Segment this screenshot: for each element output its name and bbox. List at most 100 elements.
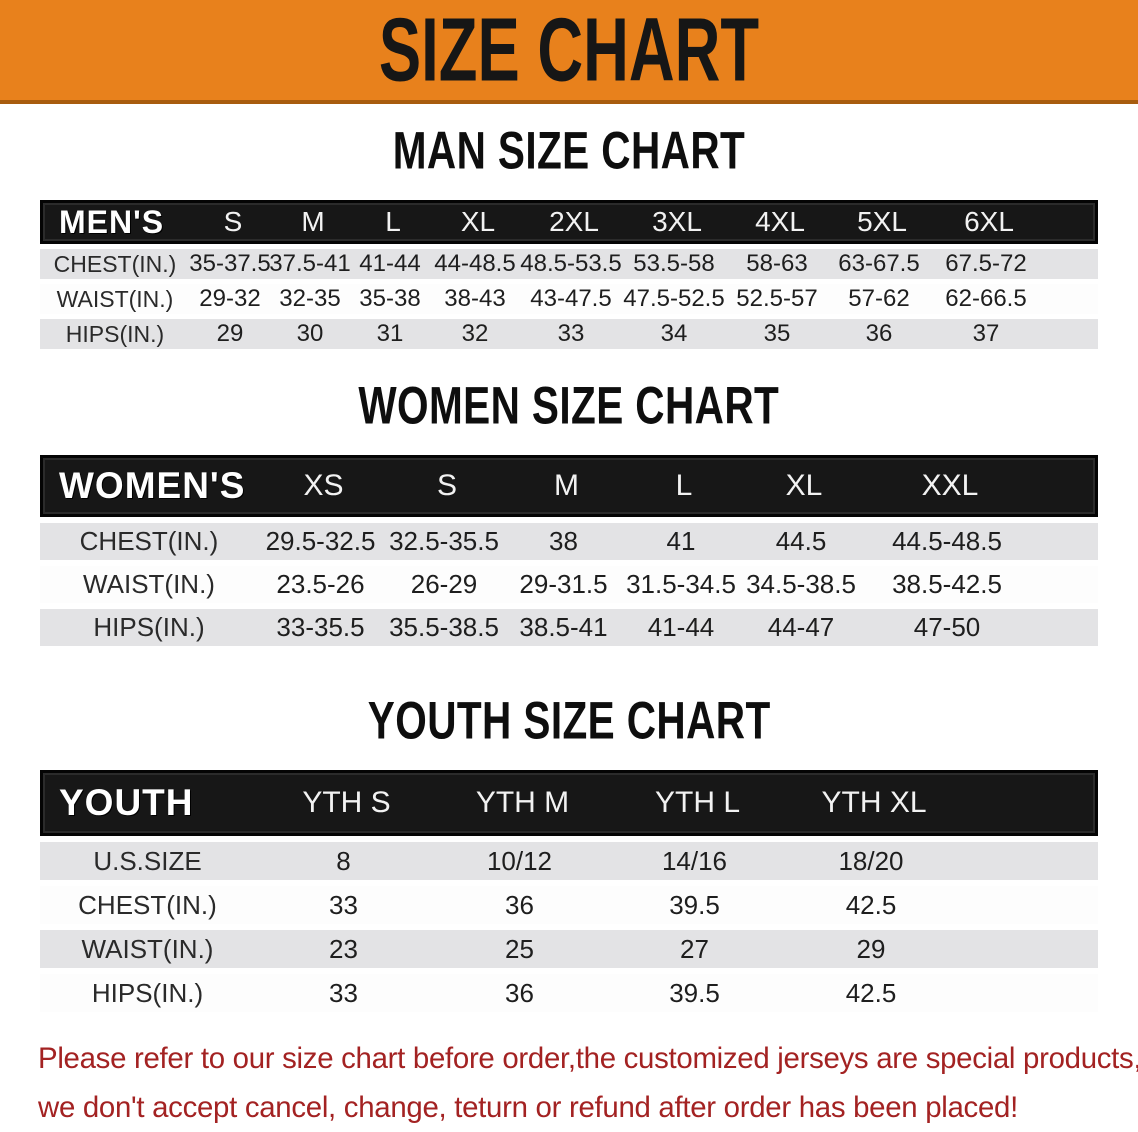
size-cell: 43-47.5 [530,285,612,312]
row-spacer [1042,249,1098,279]
size-column-header: YTH M [475,786,570,819]
size-cell: 44-47 [767,612,835,642]
size-cell: 32-35 [279,285,341,312]
size-cell: 39.5 [669,977,720,1008]
disclaimer: Please refer to our size chart before or… [0,1034,1138,1132]
row-label: CHEST(IN.) [79,526,219,556]
size-cell: 41-44 [647,612,715,642]
size-column-header: 6XL [964,206,1014,237]
size-cell: 14/16 [661,845,728,876]
size-cell: 63-67.5 [838,250,920,277]
size-cell: 57-62 [848,285,910,312]
size-cell: 35-37.5 [189,250,271,277]
size-cell: 26-29 [410,569,478,599]
row-label: HIPS(IN.) [65,320,165,347]
size-cell: 58-63 [746,250,808,277]
disclaimer-line-2: we don't accept cancel, change, teturn o… [38,1091,1018,1124]
mens-section-heading: MAN SIZE CHART [0,124,1138,177]
size-column-header: L [385,206,401,237]
row-spacer [1042,319,1098,349]
size-cell: 47.5-52.5 [623,285,725,312]
row-label: HIPS(IN.) [93,612,205,642]
youth-section-heading: YOUTH SIZE CHART [0,691,1138,751]
row-spacer [1032,609,1098,646]
youth-table-header: YOUTH YTH S YTH M YTH L YTH XL [40,770,1098,836]
row-label: U.S.SIZE [93,845,202,876]
size-column-header: XL [785,469,823,502]
size-cell: 29-32 [199,285,261,312]
size-column-header: S [436,469,457,502]
size-cell: 41 [666,526,696,556]
row-label: WAIST(IN.) [56,285,174,312]
row-label: CHEST(IN.) [53,250,177,277]
size-cell: 23.5-26 [276,569,365,599]
size-cell: 36 [505,977,534,1008]
size-column-header: YTH L [654,786,741,819]
banner-title: SIZE CHART [378,0,760,100]
size-cell: 23 [329,933,358,964]
size-cell: 33-35.5 [276,612,365,642]
womens-table-row: HIPS(IN.) 33-35.5 35.5-38.5 38.5-41 41-44 44-… [40,609,1098,646]
size-cell: 35-38 [359,285,421,312]
size-chart-banner: SIZE CHART [0,0,1138,104]
youth-size-section: YOUTH SIZE CHART YOUTH YTH S YTH M YTH L YTH… [0,691,1138,1012]
row-label: HIPS(IN.) [91,977,204,1008]
size-cell: 8 [336,845,351,876]
size-column-header: L [675,469,693,502]
size-cell: 33 [329,977,358,1008]
size-cell: 41-44 [359,250,421,277]
row-label: WAIST(IN.) [83,569,215,599]
header-spacer [1045,203,1095,241]
size-cell: 48.5-53.5 [520,250,622,277]
womens-size-table: WOMEN'S XS S M L XL XXL CHEST(IN.) 29.5-32.5 32.5… [40,455,1098,646]
womens-header-label: WOMEN'S [59,465,246,506]
youth-table-row: U.S.SIZE 8 10/12 14/16 18/20 [40,842,1098,880]
size-cell: 62-66.5 [945,285,1027,312]
mens-size-section: MAN SIZE CHART MEN'S S M L XL 2XL 3XL 4XL 5XL 6XL… [0,124,1138,349]
row-spacer [960,930,1098,968]
youth-table-row: HIPS(IN.) 33 36 39.5 42.5 [40,974,1098,1012]
size-cell: 29 [216,320,244,347]
size-column-header: 4XL [755,206,805,237]
youth-table-row: CHEST(IN.) 33 36 39.5 42.5 [40,886,1098,924]
mens-table-row: CHEST(IN.) 35-37.5 37.5-41 41-44 44-48.5 48.5… [40,249,1098,279]
size-cell: 18/20 [838,845,904,876]
size-cell: 42.5 [845,889,897,920]
size-cell: 53.5-58 [633,250,715,277]
size-cell: 30 [296,320,324,347]
size-cell: 35 [763,320,791,347]
size-column-header: 2XL [549,206,599,237]
size-cell: 44-48.5 [434,250,516,277]
size-cell: 25 [505,933,534,964]
size-cell: 33 [329,889,358,920]
size-cell: 31.5-34.5 [626,569,736,599]
header-spacer [963,773,1095,833]
youth-heading-text: YOUTH SIZE CHART [367,691,771,751]
size-cell: 47-50 [913,612,981,642]
size-cell: 42.5 [845,977,897,1008]
size-cell: 31 [376,320,404,347]
size-cell: 37 [972,320,1000,347]
size-column-header: XS [303,469,344,502]
size-cell: 34.5-38.5 [746,569,856,599]
row-spacer [1042,284,1098,314]
womens-size-section: WOMEN SIZE CHART WOMEN'S XS S M L XL XXL CHEST(… [0,376,1138,646]
youth-size-table: YOUTH YTH S YTH M YTH L YTH XL U.S.SIZE 8 10/12… [40,770,1098,1012]
size-cell: 32 [461,320,489,347]
size-cell: 29-31.5 [519,569,608,599]
size-column-header: 3XL [652,206,702,237]
size-cell: 29.5-32.5 [265,526,376,556]
size-cell: 36 [865,320,893,347]
womens-heading-text: WOMEN SIZE CHART [358,376,780,436]
row-label: CHEST(IN.) [78,889,217,920]
row-spacer [960,842,1098,880]
mens-header-label: MEN'S [59,203,165,240]
mens-size-table: MEN'S S M L XL 2XL 3XL 4XL 5XL 6XL CHEST(IN.) 35-37… [40,200,1098,349]
size-column-header: XXL [921,469,979,502]
size-cell: 44.5-48.5 [892,526,1002,556]
size-column-header: M [301,206,325,237]
size-cell: 38.5-41 [519,612,608,642]
womens-table-row: CHEST(IN.) 29.5-32.5 32.5-35.5 38 41 44.5 44.5… [40,523,1098,560]
womens-table-row: WAIST(IN.) 23.5-26 26-29 29-31.5 31.5-34.5 34… [40,566,1098,603]
row-spacer [960,974,1098,1012]
